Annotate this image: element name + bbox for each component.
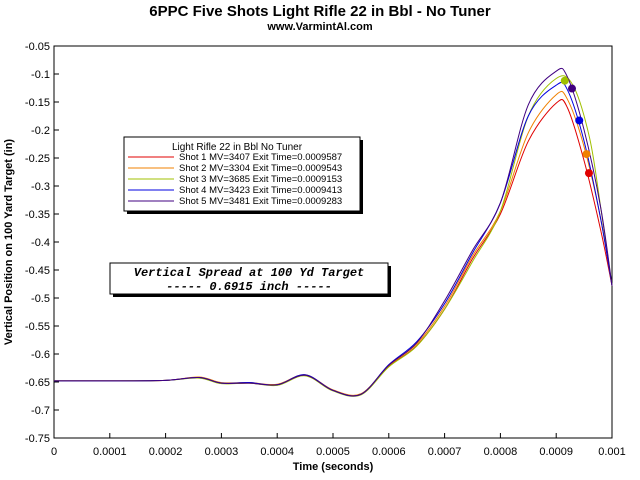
spread-annotation: Vertical Spread at 100 Yd Target ----- 0… — [109, 262, 391, 297]
exit-point-shot-5 — [567, 84, 576, 93]
x-tick-label: 0.0002 — [149, 446, 183, 458]
x-tick-label: 0.0005 — [316, 446, 350, 458]
y-tick-label: -0.05 — [25, 41, 50, 53]
legend-title: Light Rifle 22 in Bbl No Tuner — [172, 142, 303, 153]
axis-ticks: 0 0.0001 0.0002 0.0003 0.0004 0.0005 0.0006 0.0… — [25, 41, 626, 458]
legend-label-shot-2: Shot 2 MV=3304 Exit Time=0.0009543 — [179, 163, 342, 174]
y-tick-label: -0.75 — [25, 433, 50, 445]
y-tick-label: -0.15 — [25, 97, 50, 109]
x-tick-label: 0.0007 — [428, 446, 462, 458]
x-tick-label: 0.0001 — [93, 446, 127, 458]
y-tick-label: -0.3 — [31, 181, 50, 193]
x-tick-label: 0.0008 — [484, 446, 518, 458]
legend-label-shot-1: Shot 1 MV=3407 Exit Time=0.0009587 — [179, 152, 342, 163]
y-tick-label: -0.5 — [31, 293, 50, 305]
y-tick-label: -0.65 — [25, 377, 50, 389]
y-tick-label: -0.2 — [31, 125, 50, 137]
legend-box — [123, 136, 361, 212]
x-tick-label: 0.0003 — [205, 446, 239, 458]
series-line-shot-5 — [53, 67, 613, 397]
exit-markers — [560, 76, 593, 178]
series-lines — [53, 67, 613, 397]
y-tick-label: -0.1 — [31, 69, 50, 81]
legend-label-shot-3: Shot 3 MV=3685 Exit Time=0.0009153 — [179, 174, 342, 185]
y-tick-label: -0.4 — [31, 237, 50, 249]
series-line-shot-3 — [53, 75, 613, 397]
annotation-line-2: ----- 0.6915 inch ----- — [166, 280, 332, 294]
y-tick-label: -0.25 — [25, 153, 50, 165]
annotation-box — [109, 262, 389, 295]
y-tick-label: -0.45 — [25, 265, 50, 277]
exit-point-shot-1 — [584, 169, 593, 178]
legend-label-shot-5: Shot 5 MV=3481 Exit Time=0.0009283 — [179, 196, 342, 207]
annotation-line-1: Vertical Spread at 100 Yd Target — [134, 266, 364, 280]
chart-subtitle: www.VarmintAl.com — [266, 21, 373, 33]
chart-title: 6PPC Five Shots Light Rifle 22 in Bbl - … — [149, 3, 491, 20]
exit-point-shot-2 — [582, 150, 591, 159]
y-axis-title: Vertical Position on 100 Yard Target (in… — [3, 139, 15, 346]
legend: Light Rifle 22 in Bbl No Tuner Shot 1 MV… — [123, 136, 363, 214]
exit-point-shot-4 — [575, 116, 584, 125]
x-tick-label: 0.0009 — [539, 446, 573, 458]
y-tick-label: -0.6 — [31, 349, 50, 361]
y-tick-label: -0.35 — [25, 209, 50, 221]
exit-point-shot-3 — [560, 76, 569, 85]
x-tick-label: 0.0004 — [260, 446, 294, 458]
y-tick-label: -0.55 — [25, 321, 50, 333]
x-axis-title: Time (seconds) — [293, 461, 374, 473]
plot-area — [53, 45, 613, 439]
y-tick-label: -0.7 — [31, 405, 50, 417]
x-tick-label: 0 — [51, 446, 57, 458]
x-tick-label: 0.0006 — [372, 446, 406, 458]
x-tick-label: 0.001 — [598, 446, 626, 458]
legend-label-shot-4: Shot 4 MV=3423 Exit Time=0.0009413 — [179, 185, 342, 196]
